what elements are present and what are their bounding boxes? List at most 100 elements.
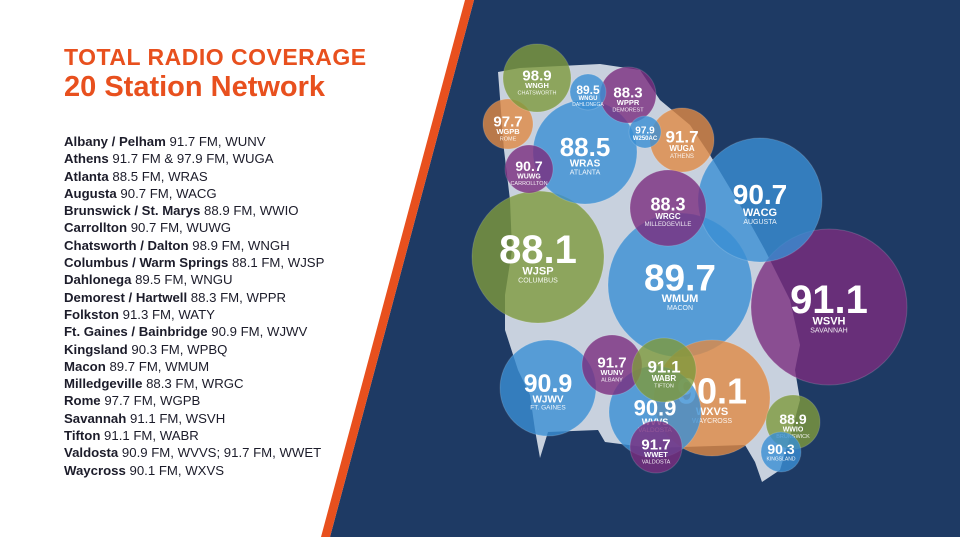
- station-list-item: Milledgeville 88.3 FM, WRGC: [64, 375, 324, 392]
- station-city: Athens: [64, 151, 109, 167]
- circle-city: MACON: [667, 305, 693, 312]
- circle-callsign: WNGU: [579, 96, 598, 102]
- circle-city: TIFTON: [654, 383, 674, 389]
- station-list-item: Demorest / Hartwell 88.3 FM, WPPR: [64, 289, 324, 306]
- station-list-item: Rome 97.7 FM, WGPB: [64, 392, 324, 409]
- circle-callsign: WWET: [644, 450, 668, 459]
- station-list: Albany / Pelham 91.7 FM, WUNV Athens 91.7…: [64, 133, 324, 479]
- station-list-item: Waycross 90.1 FM, WXVS: [64, 462, 324, 479]
- circle-city: FT. GAINES: [530, 405, 566, 412]
- circle-callsign: WACG: [743, 207, 777, 219]
- coverage-area: [504, 144, 554, 194]
- circle-frequency: 88.1: [499, 228, 577, 272]
- circle-callsign: WNGH: [525, 81, 549, 90]
- circle-callsign: WMUM: [662, 293, 699, 305]
- circle-city: CARROLLTON: [510, 181, 547, 187]
- coverage-area: [629, 169, 707, 247]
- station-info: 91.1 FM, WSVH: [129, 410, 226, 426]
- station-info: 88.3 FM, WRGC: [146, 376, 244, 392]
- circle-frequency: 91.7: [665, 128, 698, 147]
- circle-city: DEMOREST: [612, 107, 644, 113]
- station-info: 90.3 FM, WPBQ: [131, 341, 228, 357]
- circle-frequency: 89.7: [644, 258, 716, 299]
- circle-callsign: WABR: [652, 374, 677, 383]
- station-info: 89.7 FM, WMUM: [109, 358, 210, 374]
- circle-frequency: 89.5: [576, 83, 600, 97]
- station-city: Milledgeville: [64, 376, 143, 392]
- circle-callsign: W250AC: [633, 136, 658, 142]
- station-city: Albany / Pelham: [64, 134, 166, 149]
- station-list-item: Tifton 91.1 FM, WABR: [64, 427, 324, 444]
- circle-frequency: 91.1: [790, 278, 868, 322]
- circle-frequency: 90.9: [524, 370, 573, 398]
- coverage-area: [482, 98, 534, 150]
- circle-callsign: WPPR: [617, 98, 640, 107]
- circle-city: VALDOSTA: [642, 459, 671, 465]
- station-city: Valdosta: [64, 445, 119, 461]
- station-info: 88.3 FM, WPPR: [190, 289, 287, 305]
- station-info: 91.3 FM, WATY: [122, 306, 215, 322]
- coverage-area: [569, 73, 607, 111]
- station-list-item: Macon 89.7 FM, WMUM: [64, 358, 324, 375]
- circle-callsign: WSVH: [813, 316, 846, 328]
- circle-callsign: WRAS: [570, 158, 601, 169]
- coverage-area: [629, 420, 683, 474]
- circle-city: CHATSWORTH: [518, 90, 557, 96]
- circle-callsign: WRGC: [655, 212, 681, 221]
- station-city: Savannah: [64, 410, 127, 426]
- circle-city: ATHENS: [670, 154, 694, 160]
- circle-frequency: 91.7: [597, 354, 626, 371]
- station-list-item: Columbus / Warm Springs 88.1 FM, WJSP: [64, 254, 324, 271]
- station-city: Columbus / Warm Springs: [64, 255, 229, 271]
- circle-city: KINGSLAND: [767, 457, 796, 463]
- circle-city: ROME: [500, 136, 517, 142]
- circle-callsign: WWIO: [783, 426, 804, 433]
- circle-frequency: 90.3: [767, 441, 794, 457]
- station-city: Waycross: [64, 462, 126, 478]
- circle-callsign: WUNV: [601, 368, 624, 377]
- station-list-item: Carrollton 90.7 FM, WUWG: [64, 219, 324, 236]
- station-info: 91.7 FM, WUNV: [169, 134, 266, 149]
- station-city: Brunswick / St. Marys: [64, 203, 201, 219]
- circle-callsign: WXVS: [696, 406, 728, 418]
- station-city: Carrollton: [64, 220, 128, 236]
- station-info: 88.5 FM, WRAS: [112, 168, 208, 184]
- circle-city: COLUMBUS: [518, 278, 558, 285]
- page-subtitle: 20 Station Network: [64, 71, 326, 103]
- coverage-area: [750, 228, 908, 386]
- circle-frequency: 88.3: [650, 195, 685, 215]
- station-info: 90.9 FM, WJWV: [211, 324, 308, 340]
- circle-frequency: 90.7: [515, 158, 542, 174]
- station-city: Kingsland: [64, 341, 128, 357]
- station-info: 90.7 FM, WACG: [120, 185, 217, 201]
- station-city: Atlanta: [64, 168, 109, 184]
- circle-callsign: WGPB: [496, 127, 520, 136]
- station-city: Ft. Gaines / Bainbridge: [64, 324, 208, 340]
- circle-frequency: 97.9: [635, 126, 655, 137]
- circle-callsign: WUGA: [669, 144, 695, 153]
- circle-frequency: 88.5: [560, 132, 611, 162]
- circle-city: ATLANTA: [570, 169, 601, 176]
- station-list-item: Atlanta 88.5 FM, WRAS: [64, 168, 324, 185]
- station-list-item: Albany / Pelham 91.7 FM, WUNV: [64, 133, 324, 150]
- circle-frequency: 88.3: [613, 84, 642, 101]
- station-info: 90.7 FM, WUWG: [130, 220, 232, 236]
- station-info: 88.1 FM, WJSP: [232, 255, 325, 271]
- station-list-item: Valdosta 90.9 FM, WVVS; 91.7 FM, WWET: [64, 444, 324, 461]
- circle-frequency: 91.7: [641, 436, 670, 453]
- station-city: Rome: [64, 393, 101, 409]
- circle-callsign: WUWG: [517, 173, 541, 180]
- station-info: 88.9 FM, WWIO: [204, 203, 299, 219]
- station-list-item: Ft. Gaines / Bainbridge 90.9 FM, WJWV: [64, 323, 324, 340]
- circle-frequency: 97.7: [493, 113, 522, 130]
